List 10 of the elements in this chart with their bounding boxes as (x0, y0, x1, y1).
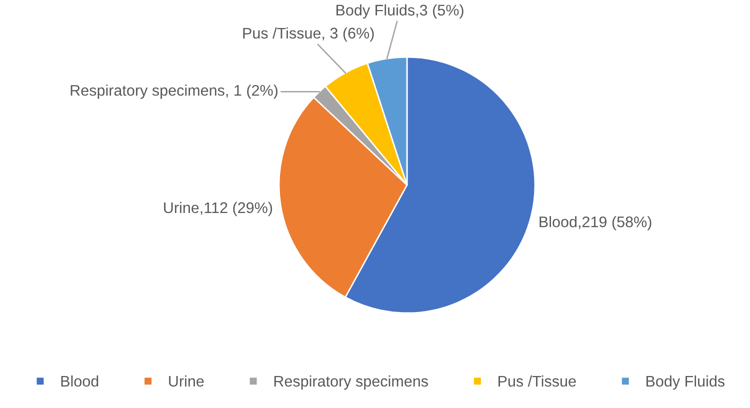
legend-label: Urine (169, 375, 204, 387)
data-label: Body Fluids,3 (5%) (336, 4, 464, 19)
data-label: Pus /Tissue, 3 (6%) (243, 27, 374, 42)
legend-label: Body Fluids (646, 375, 725, 390)
legend-label: Respiratory specimens (274, 375, 428, 390)
legend-label: Pus /Tissue (498, 375, 576, 387)
data-label: Urine,112 (29%) (164, 202, 272, 216)
data-label: Respiratory specimens, 1 (2%) (70, 84, 278, 99)
data-label: Blood,219 (58%) (540, 216, 652, 230)
legend-label: Blood (61, 375, 98, 387)
